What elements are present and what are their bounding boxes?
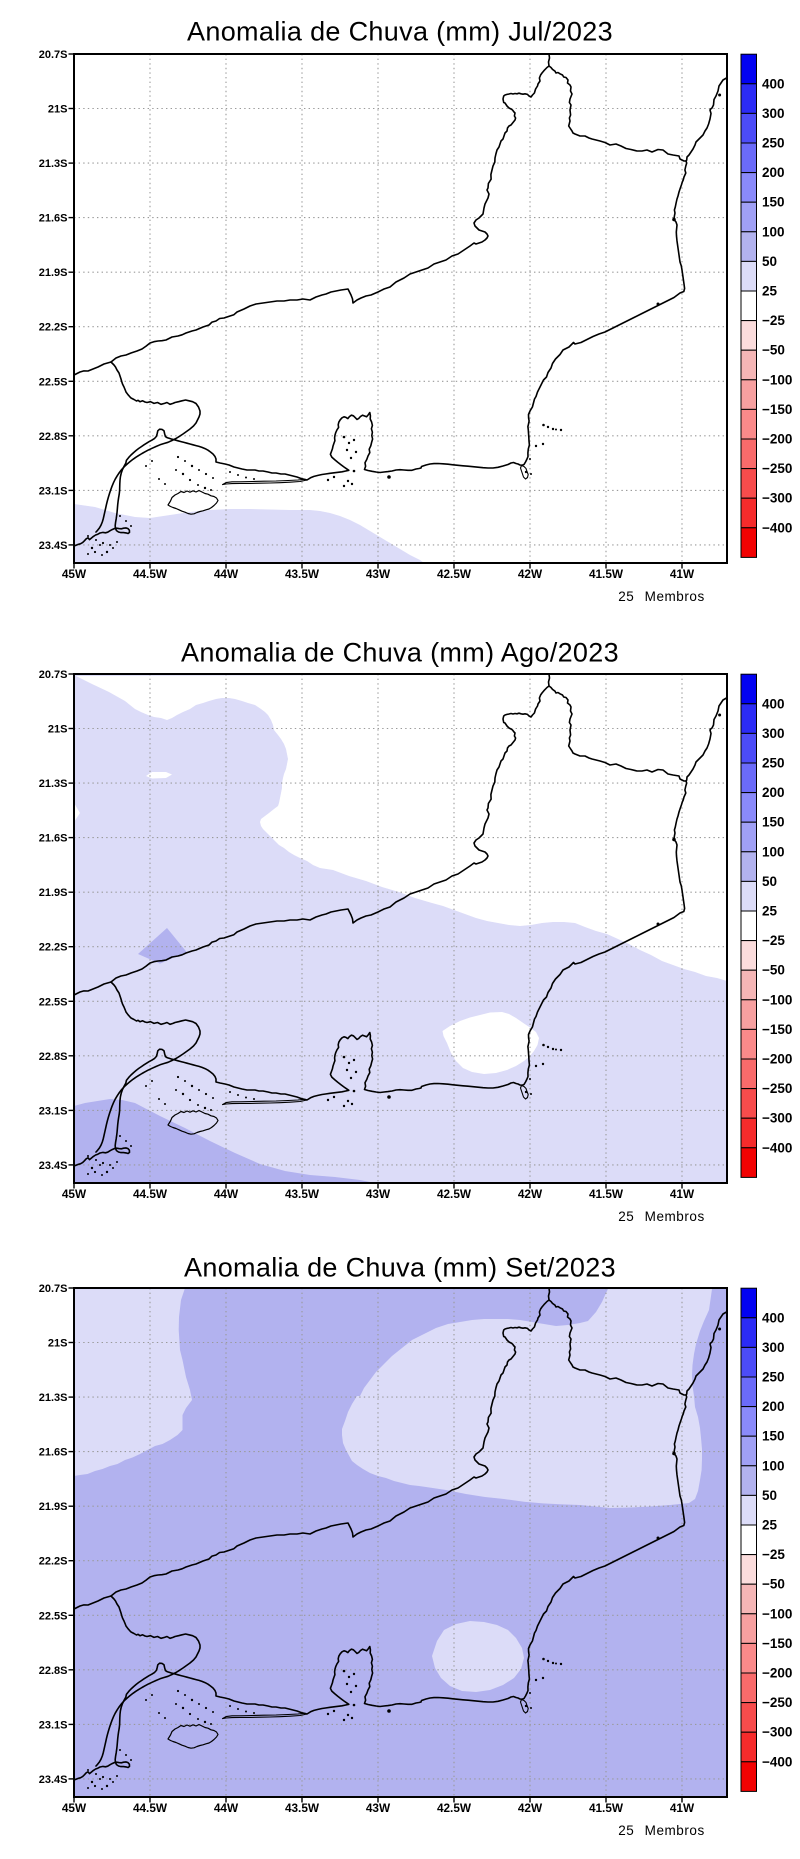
svg-text:Anomalia de Chuva (mm) Set/202: Anomalia de Chuva (mm) Set/2023: [184, 1252, 616, 1282]
svg-text:Anomalia de Chuva (mm) Jul/202: Anomalia de Chuva (mm) Jul/2023: [187, 17, 613, 47]
svg-text:Anomalia de Chuva (mm) Ago/202: Anomalia de Chuva (mm) Ago/2023: [181, 637, 619, 667]
